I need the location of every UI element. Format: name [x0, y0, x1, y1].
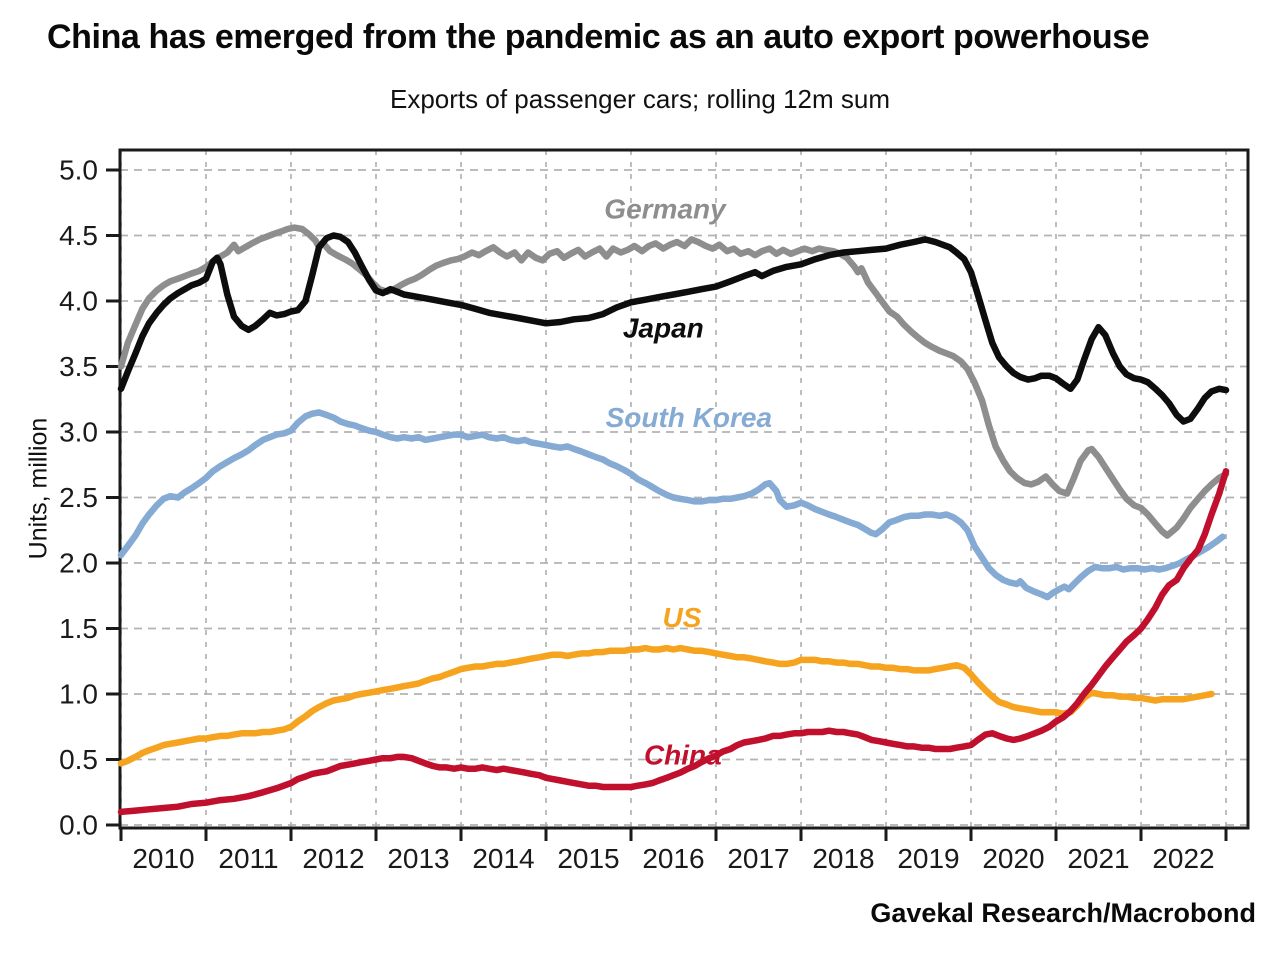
x-tick-label: 2011 — [218, 843, 278, 874]
y-tick-label: 0.0 — [59, 810, 98, 841]
series-line-south-korea — [117, 409, 1226, 601]
y-tick-label: 1.5 — [59, 613, 98, 644]
series-label-us: US — [663, 602, 702, 633]
y-tick-label: 2.0 — [59, 548, 98, 579]
series-label-japan: Japan — [623, 313, 704, 344]
x-tick-label: 2018 — [812, 843, 874, 874]
x-tick-label: 2013 — [387, 843, 449, 874]
x-tick-label: 2017 — [727, 843, 789, 874]
y-tick-label: 2.5 — [59, 482, 98, 513]
y-tick-label: 1.0 — [59, 679, 98, 710]
x-tick-label: 2016 — [642, 843, 704, 874]
x-tick-label: 2021 — [1067, 843, 1129, 874]
x-tick-label: 2015 — [557, 843, 619, 874]
series-line-japan — [117, 232, 1230, 425]
series-line-germany — [117, 224, 1230, 539]
page-title: China has emerged from the pandemic as a… — [47, 18, 1150, 56]
y-tick-label: 3.5 — [59, 351, 98, 382]
y-tick-label: 4.5 — [59, 220, 98, 251]
y-tick-label: 4.0 — [59, 286, 98, 317]
x-tick-label: 2019 — [897, 843, 959, 874]
x-tick-label: 2020 — [982, 843, 1044, 874]
x-tick-label: 2010 — [132, 843, 194, 874]
chart-subtitle: Exports of passenger cars; rolling 12m s… — [390, 84, 890, 114]
source-attribution: Gavekal Research/Macrobond — [870, 898, 1256, 928]
series-label-china: China — [644, 740, 722, 771]
plot-frame — [118, 148, 1250, 830]
y-tick-label: 5.0 — [59, 155, 98, 186]
y-tick-label: 0.5 — [59, 744, 98, 775]
x-tick-label: 2014 — [472, 843, 534, 874]
series-line-china — [117, 468, 1230, 816]
series-label-south-korea: South Korea — [606, 402, 772, 433]
x-tick-label: 2022 — [1152, 843, 1214, 874]
series-line-us — [117, 644, 1215, 767]
y-tick-label: 3.0 — [59, 417, 98, 448]
series-label-germany: Germany — [604, 193, 727, 224]
x-tick-label: 2012 — [302, 843, 364, 874]
